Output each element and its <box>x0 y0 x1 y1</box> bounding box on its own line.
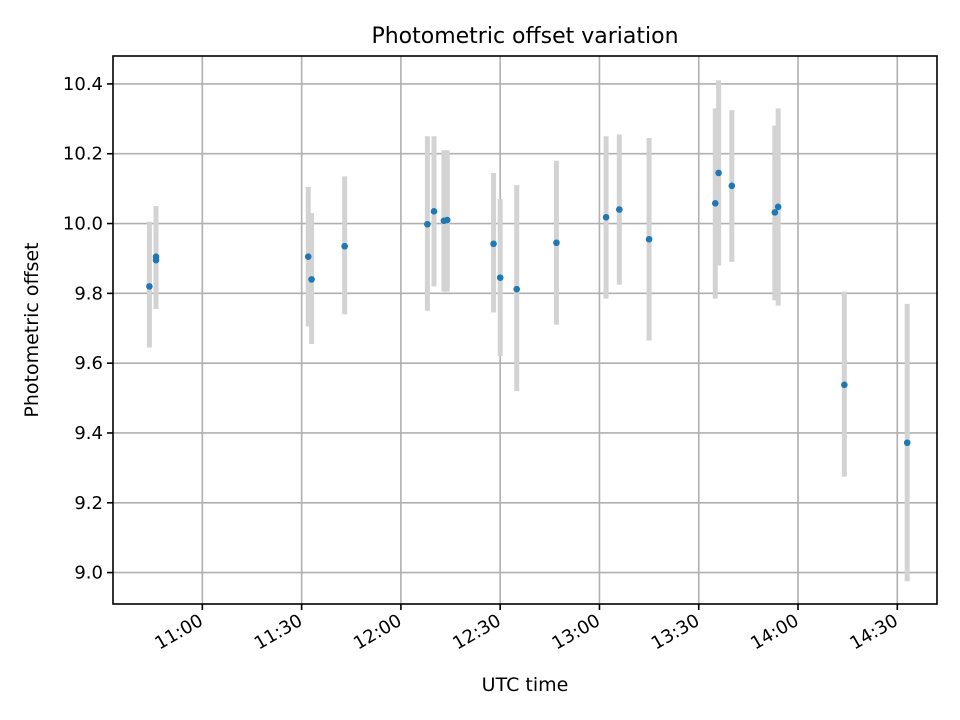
y-tick-label: 9.4 <box>74 423 103 444</box>
data-point <box>728 182 736 190</box>
data-point <box>774 203 782 211</box>
data-point <box>424 220 431 228</box>
y-axis: 9.0 9.2 9.4 9.6 9.8 10.0 10.2 10.4 <box>63 74 113 584</box>
data-point <box>490 240 497 248</box>
data-point <box>443 216 451 224</box>
data-point <box>430 208 438 215</box>
data-point <box>152 256 160 264</box>
plot-frame <box>112 55 938 605</box>
y-tick-label: 9.6 <box>74 353 103 374</box>
data-point <box>304 253 312 261</box>
data-point <box>496 274 504 281</box>
data-point <box>771 209 779 216</box>
data-point <box>645 235 653 243</box>
y-tick-label: 10.2 <box>63 144 103 165</box>
data-point <box>841 381 848 389</box>
y-tick-label: 9.8 <box>74 283 103 304</box>
data-point <box>308 276 315 283</box>
data-points <box>146 169 911 447</box>
y-tick-label: 10.4 <box>63 74 103 95</box>
data-point <box>146 283 153 290</box>
grid <box>113 56 937 604</box>
x-axis-label: UTC time <box>482 674 569 696</box>
data-point <box>903 439 911 447</box>
data-point <box>616 206 623 213</box>
data-point <box>715 169 722 177</box>
y-tick-label: 9.2 <box>74 493 103 514</box>
data-point <box>602 213 610 221</box>
chart-title: Photometric offset variation <box>371 24 678 49</box>
y-tick-label: 9.0 <box>74 563 103 584</box>
data-point <box>513 285 521 293</box>
data-point <box>341 242 348 250</box>
y-tick-label: 10.0 <box>63 214 103 235</box>
data-point <box>553 239 560 247</box>
y-axis-label: Photometric offset <box>21 242 43 417</box>
data-point <box>711 199 719 207</box>
